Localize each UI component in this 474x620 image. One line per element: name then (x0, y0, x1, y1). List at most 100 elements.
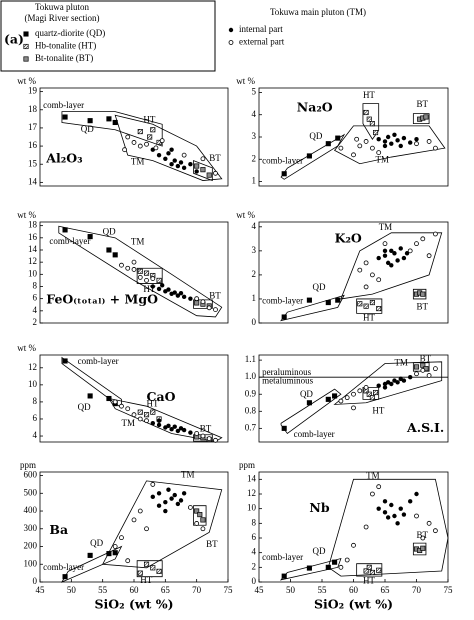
square-filled-point (106, 116, 112, 122)
square-filled-point (87, 393, 93, 399)
internal-point (172, 158, 177, 163)
external-point (194, 296, 200, 302)
internal-point (382, 248, 388, 254)
external-point (213, 437, 218, 443)
annotation: peraluminous (262, 367, 311, 377)
annotation: comb-layer (262, 295, 303, 305)
square-filled-point (335, 135, 341, 141)
plot-frame (39, 354, 229, 443)
y-tick-label: 16 (28, 140, 38, 150)
annotation: comb-layer (49, 236, 90, 246)
external-point (144, 526, 149, 532)
y-tick-label: 4 (33, 305, 38, 315)
y-tick-label: 2 (252, 153, 257, 163)
y-tick-label: 2 (252, 269, 257, 279)
legend-marker (228, 40, 234, 45)
square-filled-point (87, 552, 93, 558)
square-filled-point (332, 559, 338, 565)
external-point (137, 274, 143, 280)
panel-oxide-label: Na₂O (297, 100, 333, 115)
square-filled-point (306, 400, 312, 406)
panel-oxide-label: Al₂O₃ (45, 150, 82, 165)
internal-point (398, 246, 403, 251)
external-point (344, 557, 350, 563)
internal-point (382, 385, 388, 390)
internal-point (398, 506, 403, 511)
annotation: QD (300, 389, 313, 399)
annotation: HT (372, 405, 384, 415)
square-gray-point (420, 362, 426, 368)
annotation: comb-layer (43, 100, 84, 110)
square-gray-point (194, 163, 200, 169)
external-point (200, 156, 206, 162)
y-tick-label: 8 (33, 281, 38, 291)
annotation: BT (206, 539, 218, 549)
y-unit: wt % (236, 76, 255, 86)
square-filled-point (62, 358, 68, 364)
square-hatched-point (156, 277, 162, 283)
field-outline (114, 114, 223, 181)
external-point (432, 231, 438, 237)
legend-label: internal part (239, 24, 283, 34)
field-outline (280, 388, 342, 435)
plot-frame (39, 221, 229, 324)
internal-point (175, 163, 181, 169)
square-hatched-point (363, 109, 369, 116)
x-axis-label: SiO₂ (wt %) (94, 597, 173, 612)
internal-point (156, 422, 162, 428)
internal-point (156, 491, 162, 496)
y-tick-label: 14 (28, 176, 38, 186)
external-point (338, 398, 344, 404)
internal-point (389, 502, 394, 508)
y-tick-label: 5 (252, 87, 257, 97)
square-gray-point (200, 517, 206, 523)
square-gray-point (420, 545, 426, 551)
y-tick-label: 8 (33, 396, 38, 406)
field-outline (333, 361, 443, 405)
external-point (351, 542, 356, 548)
internal-point (389, 248, 394, 254)
external-point (131, 517, 137, 523)
y-tick-label: 4 (33, 430, 38, 440)
x-tick-label: 75 (224, 585, 234, 595)
field-outline (333, 125, 446, 165)
internal-point (166, 487, 171, 492)
square-hatched-point (363, 303, 369, 309)
internal-point (389, 141, 394, 146)
internal-point (408, 140, 413, 145)
external-point (125, 265, 131, 271)
y-tick-label: 10 (247, 503, 257, 513)
external-point (351, 391, 356, 397)
legend-marker (228, 27, 234, 33)
square-hatched-point (143, 412, 150, 418)
external-point (414, 371, 419, 377)
square-filled-point (306, 565, 312, 571)
internal-point (414, 137, 419, 142)
square-hatched-point (137, 409, 143, 415)
square-filled-point (62, 574, 68, 580)
external-point (125, 134, 131, 140)
square-filled-point (106, 395, 112, 402)
square-filled-point (281, 573, 287, 579)
annotation: HT (147, 399, 159, 409)
square-hatched-point (137, 268, 143, 274)
internal-point (382, 139, 388, 144)
y-tick-label: 2 (252, 561, 257, 571)
internal-point (389, 381, 394, 387)
internal-point (156, 418, 162, 423)
external-point (407, 248, 413, 254)
external-point (426, 253, 432, 259)
external-point (376, 150, 382, 155)
annotation: QD (313, 546, 326, 556)
internal-point (395, 258, 400, 263)
square-filled-point (281, 314, 287, 320)
annotation: comb-layer (262, 552, 303, 562)
internal-point (408, 499, 413, 504)
internal-point (172, 290, 177, 295)
external-point (426, 139, 432, 144)
external-point (420, 367, 426, 373)
square-hatched-point (150, 409, 156, 415)
square-gray-point (413, 364, 420, 370)
y-tick-label: 16 (28, 232, 38, 242)
square-hatched-point (369, 121, 375, 127)
